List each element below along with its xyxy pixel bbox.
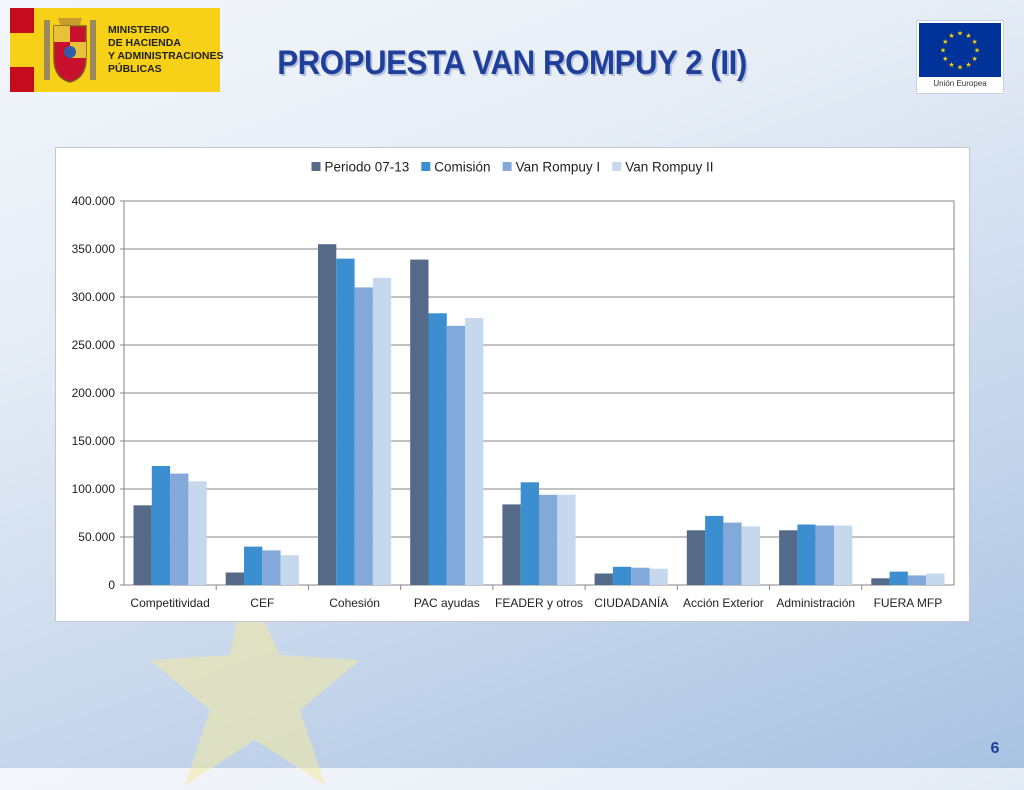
bar <box>926 573 945 585</box>
bar <box>705 515 724 585</box>
eu-flag-icon: ★ ★★★★★★★★★★★ <box>919 23 1001 77</box>
ministry-logo: MINISTERIO DE HACIENDA Y ADMINISTRACIONE… <box>10 8 224 92</box>
legend-swatch <box>421 162 431 171</box>
bar-chart: 0 50.000 100.000 150.000 200.000 250.000 300.0… <box>72 160 955 610</box>
bar <box>779 530 798 585</box>
x-tick-label: Competitividad <box>130 596 209 610</box>
bar <box>686 530 706 585</box>
bar <box>797 524 816 585</box>
legend-label: Van Rompuy I <box>516 160 601 175</box>
eu-star-icon: ★ <box>940 47 946 55</box>
y-tick-label: 50.000 <box>78 530 115 544</box>
bar <box>649 568 668 585</box>
x-tick-label: CIUDADANÍA <box>594 595 668 610</box>
bar <box>280 555 299 585</box>
eu-star-icon: ★ <box>965 32 971 40</box>
eu-logo-caption: Unión Europea <box>933 79 987 88</box>
eu-star-icon: ★ <box>942 55 948 63</box>
ministry-logo-line-3: Y ADMINISTRACIONES <box>108 50 224 62</box>
bar <box>428 313 447 585</box>
ministry-logo-line-2: DE HACIENDA <box>108 37 181 49</box>
y-tick-label: 150.000 <box>72 434 116 448</box>
x-tick-label: FUERA MFP <box>874 596 943 610</box>
x-tick-label: Cohesión <box>329 596 380 610</box>
eu-star-icon: ★ <box>972 55 978 63</box>
bar <box>889 571 908 585</box>
bar <box>446 325 466 585</box>
bar <box>151 466 171 585</box>
y-tick-label: 100.000 <box>72 482 116 496</box>
bar <box>834 525 853 585</box>
bar <box>318 244 337 585</box>
eu-logo: ★ ★ ★ ★ ★ ★ ★ ★ ★ ★ ★ ★ Unión Europea <box>916 20 1004 94</box>
bar <box>815 525 834 585</box>
bar <box>133 505 152 585</box>
bar <box>410 259 429 585</box>
bar <box>539 494 558 585</box>
bar <box>741 526 760 585</box>
bar <box>871 578 890 585</box>
bar <box>557 494 576 585</box>
bar <box>225 572 244 585</box>
x-tick-label: Administración <box>776 596 855 610</box>
y-tick-label: 250.000 <box>72 338 116 352</box>
x-tick-label: CEF <box>250 596 274 610</box>
ministry-logo-line-1: MINISTERIO <box>108 24 170 36</box>
chart-panel: 0 50.000 100.000 150.000 200.000 250.000 300.0… <box>55 147 970 622</box>
eu-star-icon: ★ <box>957 64 963 72</box>
y-tick-label: 400.000 <box>72 194 116 208</box>
legend-label: Comisión <box>434 160 490 175</box>
legend-swatch <box>502 162 512 171</box>
bar <box>244 546 263 585</box>
eu-star-icon: ★ <box>965 61 971 69</box>
bar <box>465 318 484 585</box>
y-tick-label: 350.000 <box>72 242 116 256</box>
y-tick-label: 200.000 <box>72 386 116 400</box>
bar <box>502 504 521 585</box>
axis-layer: 0 50.000 100.000 150.000 200.000 250.000 300.0… <box>72 194 943 610</box>
spain-flag-strip <box>10 8 34 92</box>
eu-star-icon: ★ <box>974 47 980 55</box>
y-tick-label: 0 <box>108 578 115 592</box>
legend-swatch <box>311 162 321 171</box>
page-number: 6 <box>990 740 1000 757</box>
legend-label: Periodo 07-13 <box>325 160 410 175</box>
x-tick-label: PAC ayudas <box>414 596 480 610</box>
eu-star-icon: ★ <box>972 38 978 46</box>
eu-star-icon: ★ <box>942 38 948 46</box>
legend: Periodo 07-13 Comisión Van Rompuy I Van Rom… <box>311 160 713 175</box>
bar <box>372 277 392 585</box>
x-tick-label: FEADER y otros <box>495 596 583 610</box>
ministry-logo-text: MINISTERIO DE HACIENDA Y ADMINISTRACIONE… <box>108 24 224 76</box>
ministry-logo-line-4: PÚBLICAS <box>108 63 162 75</box>
bar <box>723 522 742 585</box>
eu-star-icon: ★ <box>948 61 954 69</box>
bar <box>612 566 632 585</box>
bar <box>336 258 355 585</box>
x-tick-label: Acción Exterior <box>683 596 764 610</box>
legend-swatch <box>612 162 622 171</box>
bar <box>262 550 281 585</box>
bar <box>170 473 189 585</box>
y-tick-label: 300.000 <box>72 290 116 304</box>
bar <box>631 567 650 585</box>
bar <box>520 482 539 585</box>
eu-star-icon: ★ <box>948 32 954 40</box>
bar <box>188 481 207 585</box>
page-title: PROPUESTA VAN ROMPUY 2 (II) <box>277 44 747 82</box>
bars-layer <box>133 244 945 585</box>
bar <box>354 287 373 585</box>
background-star-icon <box>150 580 360 785</box>
coat-of-arms-icon <box>44 18 96 83</box>
bar <box>594 573 613 585</box>
eu-star-icon: ★ <box>957 30 963 38</box>
bar <box>907 575 927 585</box>
legend-label: Van Rompuy II <box>625 160 713 175</box>
